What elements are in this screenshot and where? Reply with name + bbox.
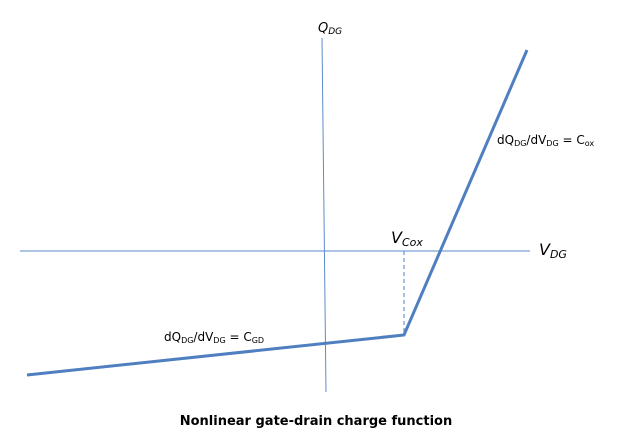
y-axis (321, 37, 327, 393)
slope-label-cox: dQDG/dVDG = Cox (497, 133, 594, 148)
slope-label-cgd: dQDG/dVDG = CGD (164, 330, 264, 345)
x-axis-label: VDG (539, 240, 567, 261)
y-axis-label: QDG (318, 21, 342, 37)
charge-curve (26, 49, 529, 377)
vcox-label: VCox (391, 228, 423, 249)
figure-caption: Nonlinear gate-drain charge function (179, 414, 453, 429)
